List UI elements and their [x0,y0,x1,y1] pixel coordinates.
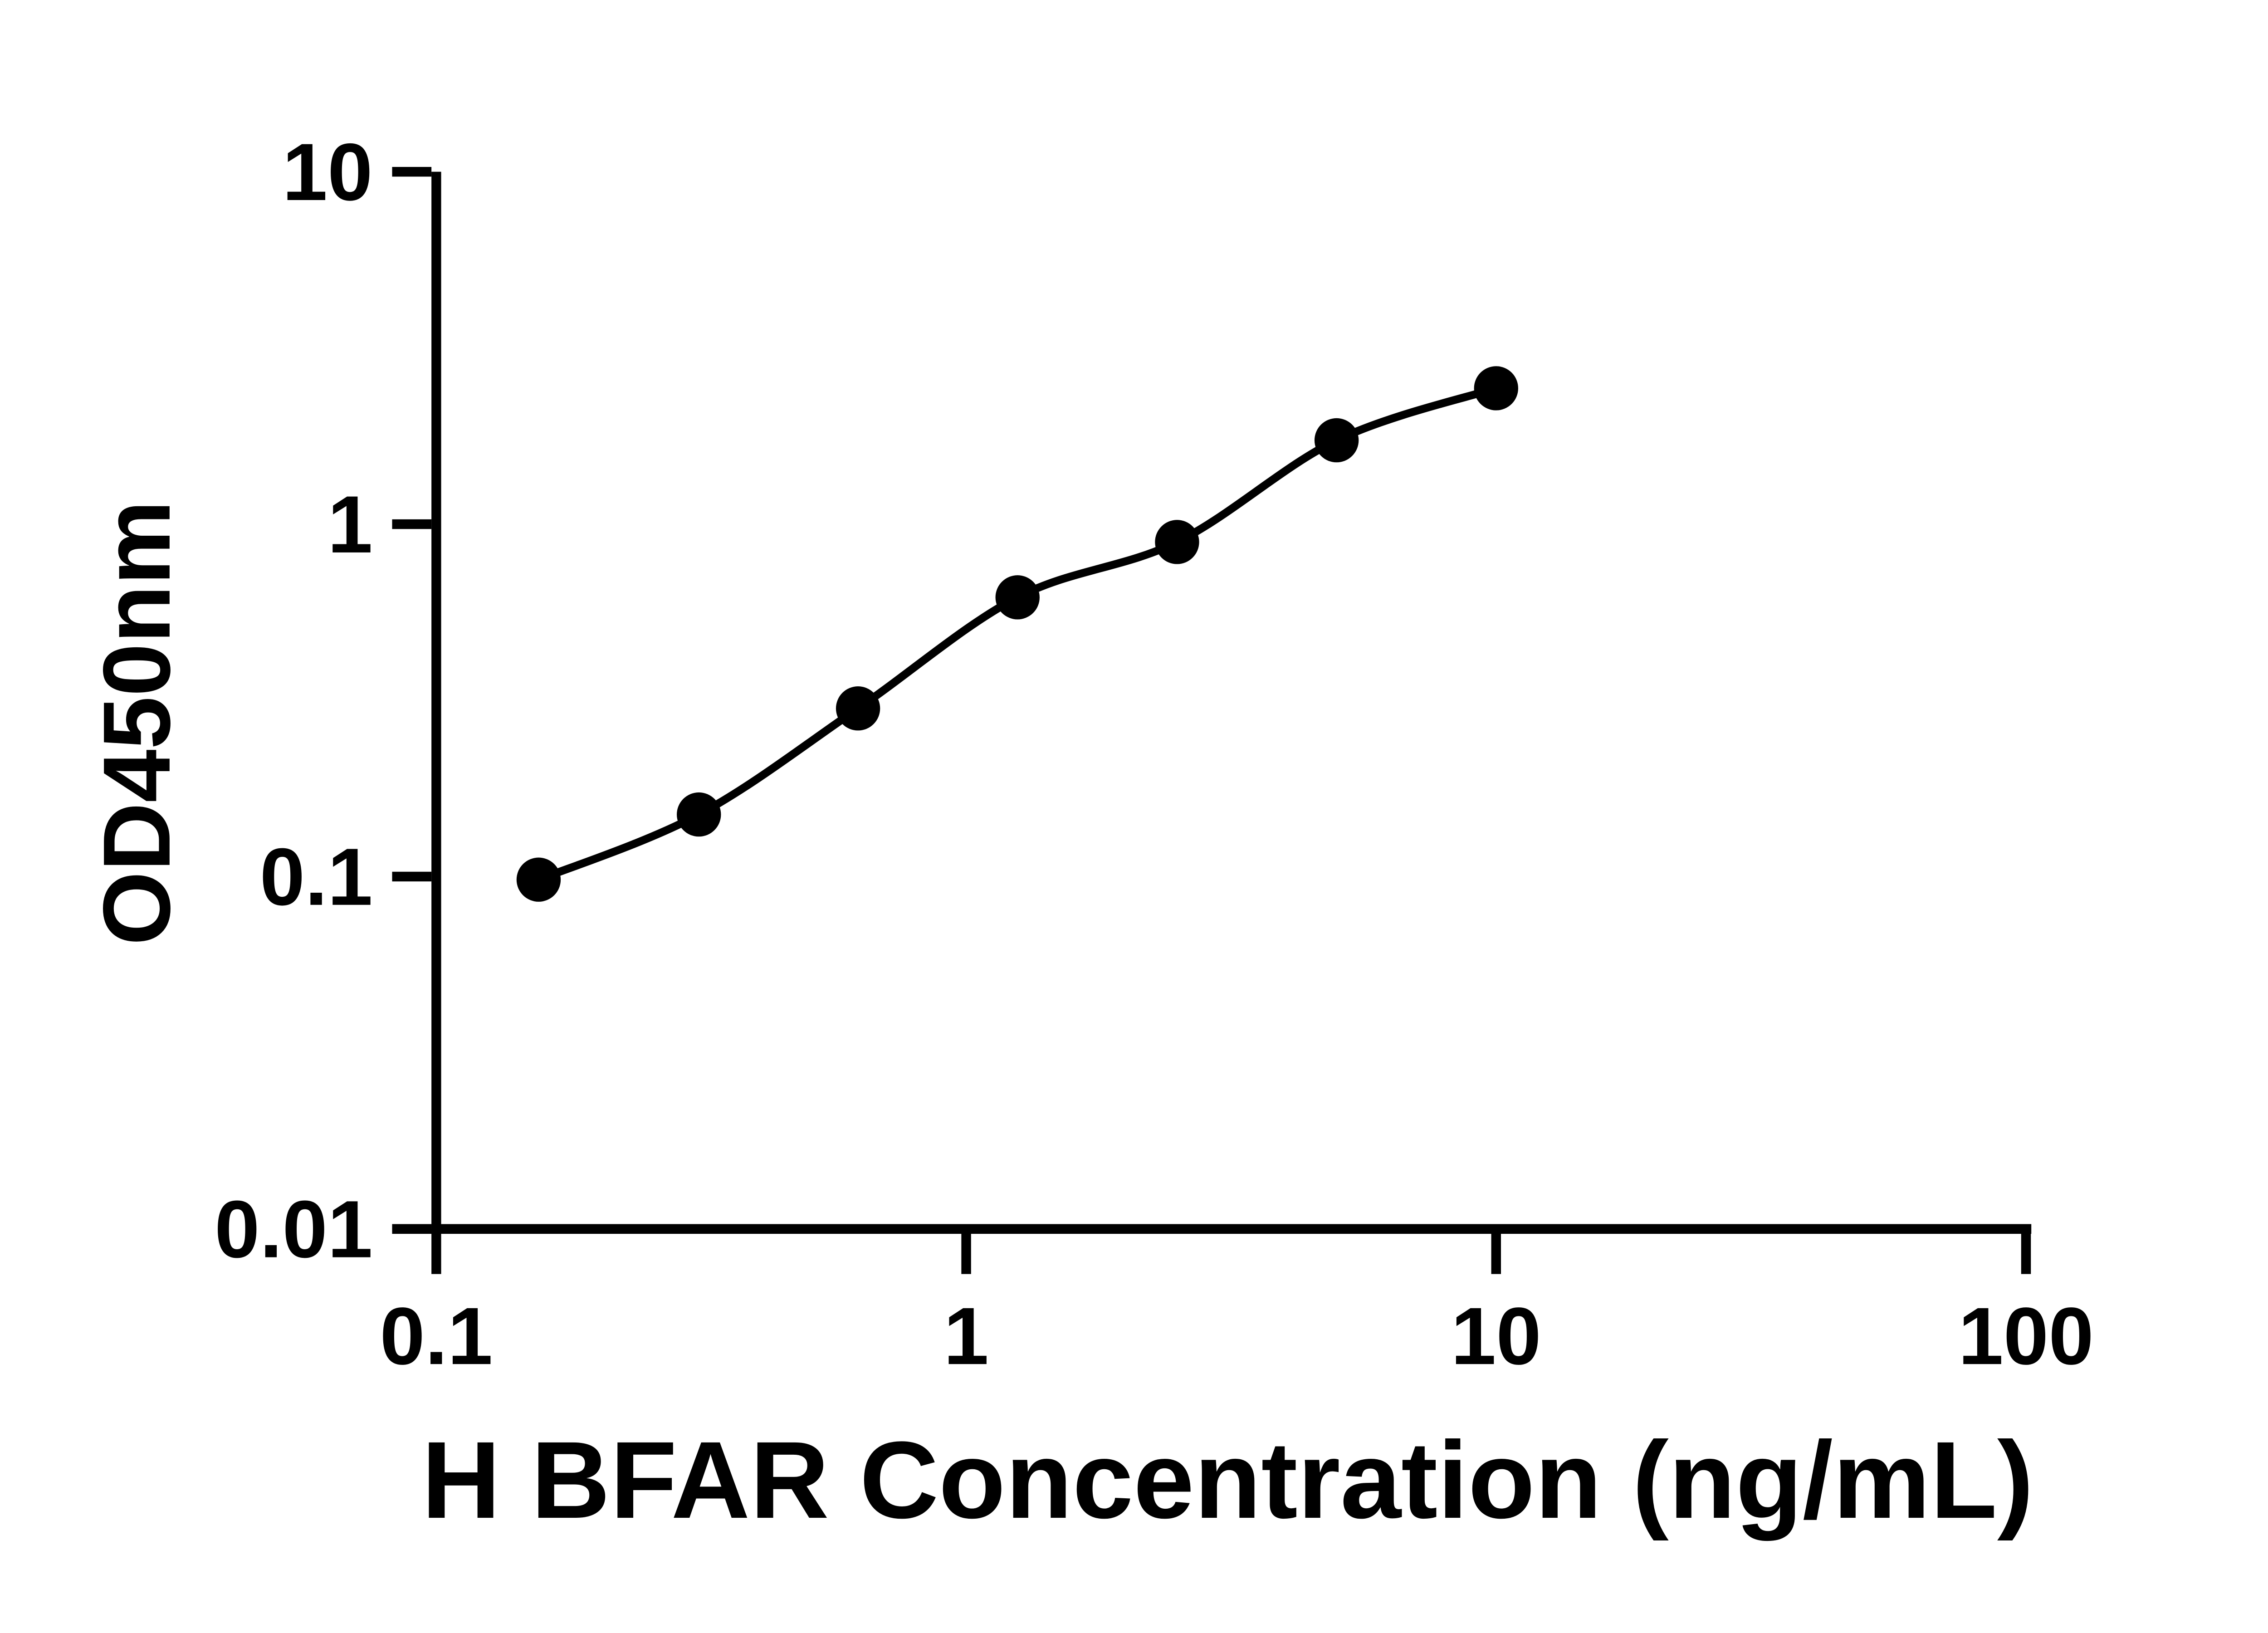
x-tick-label: 100 [1958,1291,2094,1381]
y-tick-label: 1 [327,479,373,570]
y-tick-label: 0.1 [260,831,373,922]
data-point [516,857,561,902]
x-axis-title: H BFAR Concentration (ng/mL) [421,1419,2033,1541]
x-axis-tick-labels: 0.1 1 10 100 [380,1291,2094,1381]
data-point [1314,418,1359,463]
y-tick-label: 0.01 [215,1184,373,1275]
y-tick-label: 10 [282,127,372,217]
x-tick-label: 10 [1451,1291,1541,1381]
y-axis-tick-labels: 0.01 0.1 1 10 [215,127,373,1275]
data-point [836,686,880,731]
y-axis-ticks [392,166,432,1234]
data-point [1474,366,1518,411]
data-point [677,792,721,837]
x-tick-label: 1 [943,1291,989,1381]
x-tick-label: 0.1 [380,1291,493,1381]
y-axis: 0.01 0.1 1 10 OD450nm [83,127,441,1275]
y-axis-title: OD450nm [83,500,190,946]
plot-series [516,366,1518,902]
x-axis-ticks [431,1229,2031,1274]
data-points [516,366,1518,902]
data-point [995,575,1040,620]
x-axis: 0.1 1 10 100 H BFAR Concentration (ng/mL) [380,1224,2094,1541]
data-point [1155,520,1199,564]
